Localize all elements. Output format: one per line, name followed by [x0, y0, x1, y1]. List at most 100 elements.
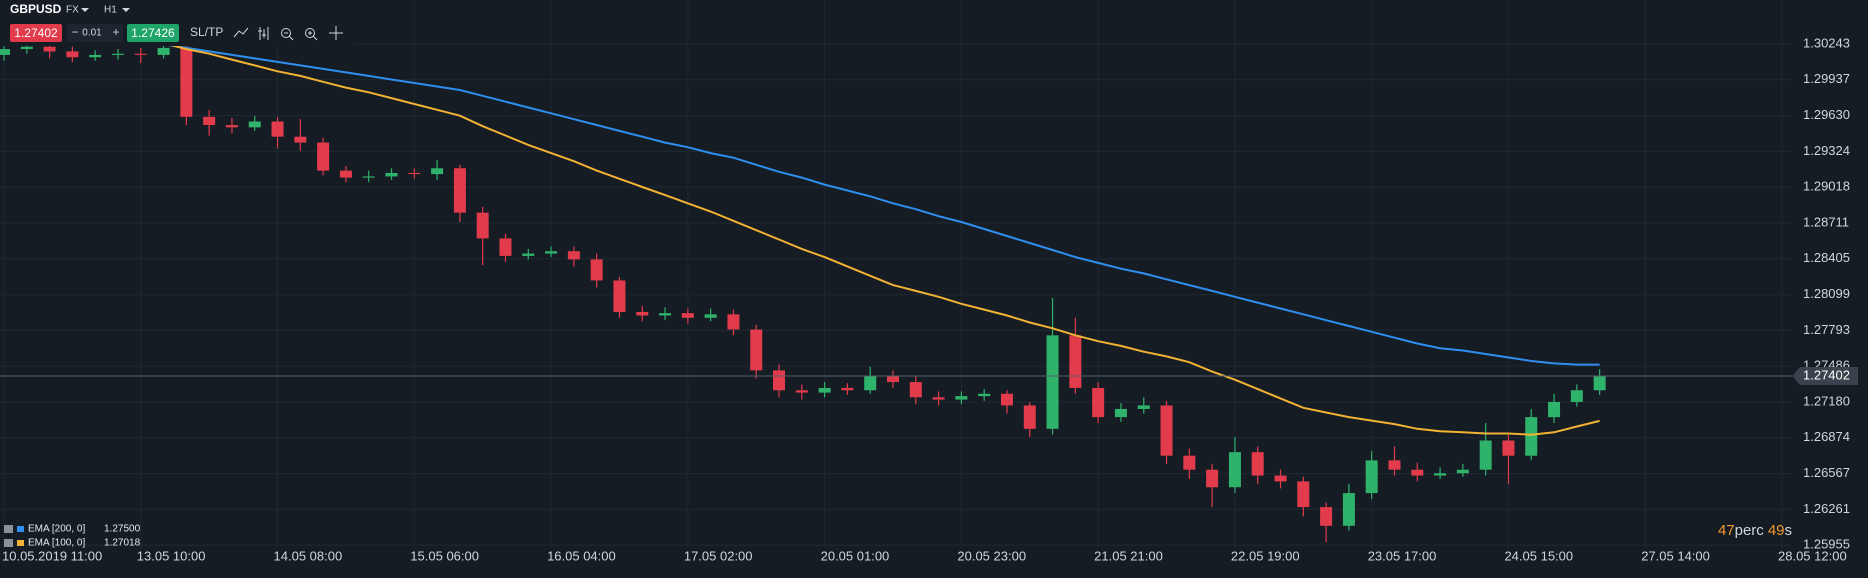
candle-body	[1251, 452, 1264, 476]
candle-body	[590, 259, 603, 281]
countdown-value: 47	[1718, 522, 1735, 539]
lot-plus[interactable]: +	[112, 25, 119, 39]
candle-body	[978, 393, 991, 397]
candle-body	[225, 125, 238, 128]
line-icon[interactable]	[233, 27, 249, 38]
candle-body	[522, 253, 535, 256]
x-tick-label: 20.05 01:00	[821, 548, 890, 563]
candle-body	[795, 390, 808, 393]
candle-body	[1456, 469, 1469, 474]
symbol[interactable]: GBPUSD	[10, 2, 62, 16]
dropdown-arrow[interactable]	[122, 8, 130, 12]
candle-body	[248, 121, 261, 128]
candle-body	[1160, 405, 1173, 456]
countdown: 47perc 49s	[1718, 522, 1792, 539]
candle-body	[1411, 469, 1424, 476]
candle-body	[1228, 452, 1241, 488]
y-tick-label: 1.29937	[1803, 71, 1850, 86]
candle-body	[1046, 335, 1059, 429]
candle-body	[20, 46, 33, 50]
timeframe[interactable]: H1	[104, 5, 117, 16]
sltp-button[interactable]: SL/TP	[190, 25, 223, 39]
candle-body	[1434, 473, 1447, 476]
candle-body	[294, 136, 307, 143]
legend-name: EMA [200, 0]	[28, 524, 85, 535]
ema-line	[163, 43, 1600, 366]
candle-body	[317, 142, 330, 171]
candle-body	[1593, 376, 1606, 391]
dropdown-arrow[interactable]	[81, 8, 89, 12]
candle-body	[157, 47, 170, 55]
crosshair-icon[interactable]	[329, 26, 343, 40]
x-tick-label: 22.05 19:00	[1231, 548, 1300, 563]
candle-body	[431, 168, 444, 175]
candle-body	[1525, 417, 1538, 456]
candle-body	[1320, 507, 1333, 526]
legend-icon	[4, 525, 13, 533]
market[interactable]: FX	[66, 5, 79, 16]
zoom-out-icon[interactable]	[281, 28, 291, 38]
x-tick-label: 24.05 15:00	[1504, 548, 1573, 563]
buy-button[interactable]	[127, 24, 179, 42]
x-tick-label: 10.05.2019 11:00	[2, 548, 102, 563]
candle-body	[636, 311, 649, 316]
y-tick-label: 1.28711	[1803, 214, 1849, 229]
candle-body	[1000, 393, 1013, 406]
candle-body	[134, 53, 147, 55]
lot-size[interactable]: 0.01	[82, 28, 102, 39]
candle-body	[408, 172, 421, 175]
candle-body	[1183, 455, 1196, 470]
zoom-out-icon-detail	[284, 32, 294, 41]
legend-swatch	[17, 526, 24, 532]
ema-line	[163, 42, 1600, 436]
countdown-unit: perc	[1735, 522, 1765, 539]
y-tick-label: 1.28405	[1803, 250, 1850, 265]
candle-body	[818, 387, 831, 393]
toolbar: GBPUSD FX H1 1.27402 − 0.01 + 1.27426 SL…	[0, 0, 355, 46]
candle-body	[1342, 493, 1355, 526]
candle-body	[66, 51, 79, 58]
countdown-seconds-unit: s	[1785, 522, 1793, 539]
candle-body	[1365, 460, 1378, 494]
candle-body	[955, 396, 968, 400]
sell-button[interactable]	[10, 24, 62, 42]
candle-body	[180, 47, 193, 117]
x-tick-label: 14.05 08:00	[274, 548, 343, 563]
candle-body	[1274, 475, 1287, 482]
bid-price[interactable]: 1.27402	[14, 26, 58, 40]
candle-body	[271, 121, 284, 137]
candle-body	[932, 397, 945, 400]
y-tick-label: 1.28099	[1803, 286, 1850, 301]
candle-body	[1206, 469, 1219, 488]
candle-body	[89, 54, 102, 58]
plot-area: 1.30243 1.29937 1.29630 1.29324 1.29018 1.287…	[0, 0, 1850, 563]
candle-body	[773, 370, 786, 391]
legend-value: 1.27500	[104, 524, 141, 535]
y-tick-label: 1.29018	[1803, 179, 1850, 194]
y-tick-label: 1.30243	[1803, 35, 1850, 50]
candle-body	[1388, 460, 1401, 470]
candle-body	[545, 251, 558, 254]
candle-body	[659, 313, 672, 316]
candle-body	[385, 172, 398, 177]
candle-body	[567, 251, 580, 260]
indicator-icon[interactable]	[258, 27, 269, 40]
candle-body	[841, 387, 854, 391]
candle-body	[887, 376, 899, 383]
current-price-tag	[1792, 367, 1858, 386]
current-price-label: 1.27402	[1803, 367, 1850, 382]
y-tick-label: 1.29324	[1803, 143, 1850, 158]
zoom-in-icon[interactable]	[305, 28, 315, 38]
x-tick-label: 27.05 14:00	[1641, 548, 1710, 563]
ask-price[interactable]: 1.27426	[131, 26, 175, 40]
candle-body	[1137, 405, 1150, 409]
x-tick-label: 20.05 23:00	[957, 548, 1026, 563]
lot-minus[interactable]: −	[71, 25, 78, 39]
legend-icon	[4, 539, 13, 547]
x-tick-label: 23.05 17:00	[1368, 548, 1437, 563]
candle-body	[1570, 390, 1583, 402]
x-tick-label: 21.05 21:00	[1094, 548, 1163, 563]
